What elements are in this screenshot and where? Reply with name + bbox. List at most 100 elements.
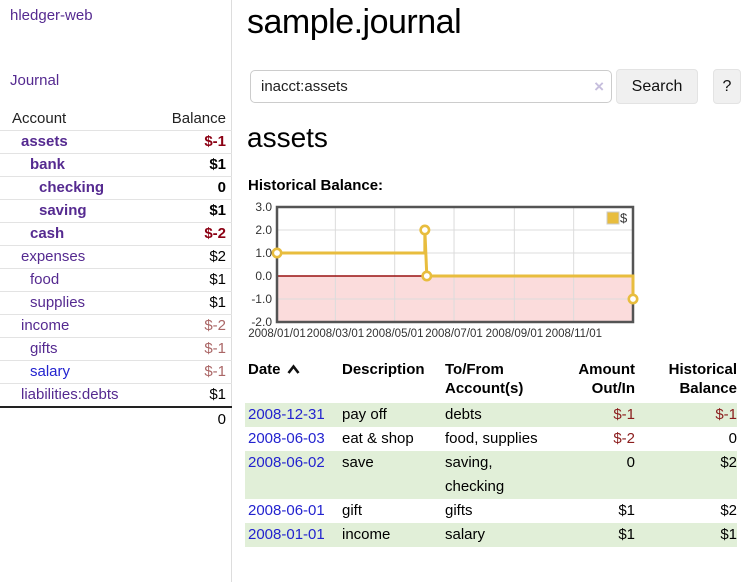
sidebar-account-link[interactable]: assets bbox=[21, 133, 68, 150]
column-header-balance: Historical Balance bbox=[668, 361, 737, 397]
account-row: food $1 bbox=[0, 268, 232, 291]
sort-ascending-icon bbox=[286, 361, 300, 380]
account-row: assets $-1 bbox=[0, 130, 232, 153]
account-row: income $-2 bbox=[0, 314, 232, 337]
transaction-date-link[interactable]: 2008-12-31 bbox=[248, 406, 325, 423]
legend-label: $ bbox=[620, 211, 628, 226]
transaction-date-link[interactable]: 2008-06-02 bbox=[248, 454, 325, 471]
account-row: supplies $1 bbox=[0, 291, 232, 314]
account-row: checking 0 bbox=[0, 176, 232, 199]
account-row: bank $1 bbox=[0, 153, 232, 176]
sidebar-account-link[interactable]: saving bbox=[39, 202, 87, 219]
transaction-amount: $1 bbox=[618, 502, 635, 519]
account-row: liabilities:debts $1 bbox=[0, 383, 232, 406]
accounts-panel: Account Balance assets $-1 bank $1 checking 0… bbox=[0, 107, 232, 429]
transaction-amount: 0 bbox=[626, 454, 635, 471]
column-header-amount: Amount Out/In bbox=[578, 361, 635, 397]
legend-swatch bbox=[606, 211, 620, 225]
y-axis-label: 1.0 bbox=[255, 246, 272, 260]
transaction-accounts: salary bbox=[445, 526, 486, 543]
transaction-description: eat & shop bbox=[342, 430, 414, 447]
data-point-marker bbox=[421, 270, 433, 282]
transaction-description: gift bbox=[342, 502, 363, 519]
y-axis-label: 3.0 bbox=[255, 200, 272, 214]
register-rows: 2008-12-31 pay off debts $-1 $-1 2008-06-03 ea… bbox=[245, 403, 737, 547]
sidebar-account-link[interactable]: salary bbox=[30, 363, 71, 380]
sidebar-account-link[interactable]: bank bbox=[30, 156, 66, 173]
x-axis-label: 2008/09/01 bbox=[486, 328, 544, 340]
transaction-date-link[interactable]: 2008-06-03 bbox=[248, 430, 325, 447]
accounts-total-value: 0 bbox=[217, 411, 226, 428]
transaction-row: 2008-01-01 income salary $1 $1 bbox=[245, 523, 737, 547]
app-brand-link[interactable]: hledger-web bbox=[10, 7, 93, 24]
transaction-row: 2008-06-03 eat & shop food, supplies $-2 0 bbox=[245, 427, 737, 451]
transaction-date-link[interactable]: 2008-01-01 bbox=[248, 526, 325, 543]
x-axis-label: 2008/03/01 bbox=[307, 328, 365, 340]
transaction-row: 2008-06-02 save saving, checking 0 $2 bbox=[245, 451, 737, 499]
sidebar-account-link[interactable]: gifts bbox=[30, 340, 58, 357]
x-axis-label: 2008/01/01 bbox=[248, 328, 306, 340]
column-header-date[interactable]: Date bbox=[245, 360, 342, 398]
account-balance: $2 bbox=[209, 248, 226, 265]
sidebar-account-link[interactable]: expenses bbox=[21, 248, 86, 265]
account-balance: $1 bbox=[209, 202, 226, 219]
account-heading: assets bbox=[247, 122, 328, 153]
sidebar-item-journal[interactable]: Journal bbox=[10, 72, 60, 89]
x-axis-label: 2008/05/01 bbox=[366, 328, 424, 340]
balance-column-header: Balance bbox=[171, 110, 226, 127]
transaction-description: save bbox=[342, 454, 374, 471]
transaction-accounts: saving, checking bbox=[445, 454, 505, 495]
sidebar-account-link[interactable]: checking bbox=[39, 179, 105, 196]
sidebar-account-link[interactable]: food bbox=[30, 271, 60, 288]
transaction-balance: $2 bbox=[720, 454, 737, 471]
page-title: sample.journal bbox=[247, 3, 462, 41]
transaction-amount: $-1 bbox=[613, 406, 635, 423]
search-input[interactable] bbox=[250, 70, 612, 103]
search-button[interactable]: Search bbox=[616, 69, 698, 104]
sidebar-account-link[interactable]: income bbox=[21, 317, 70, 334]
help-button[interactable]: ? bbox=[713, 69, 741, 104]
register-table: Date Description To/From Account(s) Amou… bbox=[245, 360, 737, 547]
data-point-marker bbox=[419, 224, 431, 236]
chart-title: Historical Balance: bbox=[248, 177, 384, 194]
clear-search-icon[interactable]: × bbox=[594, 77, 604, 96]
sidebar-account-link[interactable]: cash bbox=[30, 225, 65, 242]
account-row: expenses $2 bbox=[0, 245, 232, 268]
sidebar-account-link[interactable]: liabilities:debts bbox=[21, 386, 119, 403]
historical-balance-chart: $3.0 2.0 1.0 0.0 -1.0 -2.0 2008/01/01 2008/03/0… bbox=[240, 200, 642, 348]
transaction-accounts: gifts bbox=[445, 502, 473, 519]
transaction-row: 2008-06-01 gift gifts $1 $2 bbox=[245, 499, 737, 523]
transaction-accounts: food, supplies bbox=[445, 430, 538, 447]
search-bar: × Search ? bbox=[250, 69, 741, 104]
account-row: saving $1 bbox=[0, 199, 232, 222]
y-axis-label: 0.0 bbox=[255, 269, 272, 283]
account-balance: $-1 bbox=[204, 340, 226, 357]
account-row: gifts $-1 bbox=[0, 337, 232, 360]
transaction-balance: $-1 bbox=[715, 406, 737, 423]
date-header-label: Date bbox=[248, 361, 281, 378]
y-axis-label: 2.0 bbox=[255, 223, 272, 237]
transaction-balance: 0 bbox=[728, 430, 737, 447]
search-input-wrap: × bbox=[250, 70, 612, 103]
column-header-description: Description bbox=[342, 361, 425, 378]
transaction-description: income bbox=[342, 526, 391, 543]
transaction-accounts: debts bbox=[445, 406, 482, 423]
transaction-date-link[interactable]: 2008-06-01 bbox=[248, 502, 325, 519]
data-point-marker bbox=[271, 247, 283, 259]
register-header: Date Description To/From Account(s) Amou… bbox=[245, 360, 737, 398]
account-balance: $1 bbox=[209, 294, 226, 311]
x-axis-label: 2008/11/01 bbox=[545, 328, 602, 340]
account-column-header: Account bbox=[12, 110, 67, 127]
column-header-accounts: To/From Account(s) bbox=[445, 361, 524, 397]
y-axis-label: -1.0 bbox=[251, 292, 272, 306]
account-balance: $-1 bbox=[204, 363, 226, 380]
account-balance: $1 bbox=[209, 386, 226, 403]
account-balance: $1 bbox=[209, 156, 226, 173]
account-row: cash $-2 bbox=[0, 222, 232, 245]
transaction-description: pay off bbox=[342, 406, 387, 423]
transaction-amount: $-2 bbox=[613, 430, 635, 447]
y-axis-label: -2.0 bbox=[251, 315, 272, 329]
sidebar-account-link[interactable]: supplies bbox=[30, 294, 86, 311]
series-line bbox=[277, 229, 635, 299]
